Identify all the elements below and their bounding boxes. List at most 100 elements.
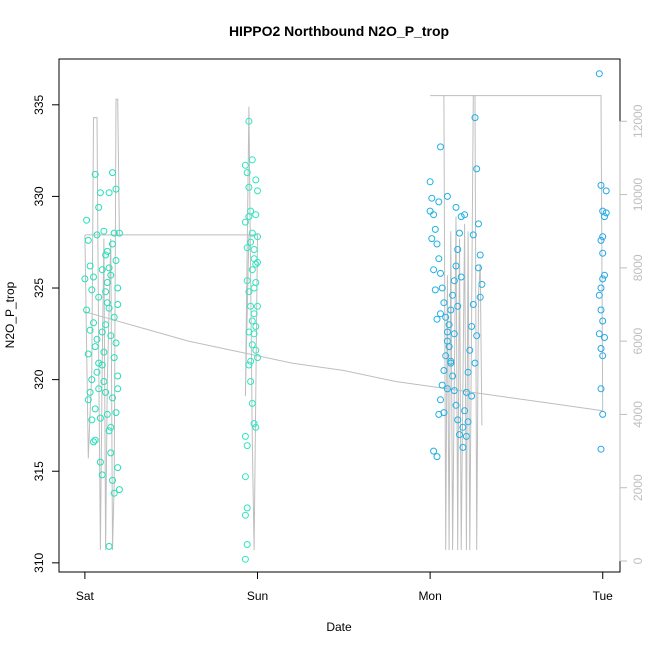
y2-tick-label: 4000 — [631, 401, 645, 428]
data-point — [597, 306, 605, 314]
data-point — [252, 323, 260, 330]
data-point — [443, 192, 451, 200]
data-point — [428, 235, 436, 243]
data-point — [457, 273, 465, 281]
data-point — [601, 334, 608, 341]
data-point — [103, 299, 111, 307]
data-point — [443, 337, 451, 345]
data-point — [599, 249, 607, 257]
data-point — [476, 251, 484, 259]
data-point — [464, 368, 472, 376]
data-point — [243, 442, 251, 450]
data-point — [443, 385, 451, 393]
data-point — [454, 246, 462, 253]
y2-tick-label: 6000 — [631, 327, 645, 354]
data-point — [110, 229, 118, 237]
y-axis: 310 315 320 325 330 335 — [32, 94, 60, 573]
data-point — [241, 218, 249, 226]
data-point — [252, 346, 260, 354]
data-point — [248, 341, 256, 349]
data-point — [597, 284, 605, 292]
data-point — [248, 229, 256, 237]
y-tick-label: 310 — [32, 553, 46, 573]
data-point — [98, 266, 106, 274]
data-point — [98, 328, 106, 336]
data-point — [449, 372, 457, 380]
data-point — [461, 407, 469, 415]
data-point — [433, 240, 441, 248]
data-point — [247, 238, 255, 246]
data-point — [91, 405, 99, 413]
data-point — [250, 310, 258, 318]
data-point — [430, 266, 438, 274]
y2-tick-label: 8000 — [631, 254, 645, 281]
data-point — [109, 240, 116, 248]
data-point — [105, 264, 113, 272]
data-point — [454, 416, 462, 424]
data-point — [473, 165, 481, 173]
data-point — [245, 183, 253, 191]
data-point — [81, 275, 89, 283]
y-tick-label: 325 — [32, 278, 46, 298]
data-point — [462, 432, 470, 440]
x-tick-label: Mon — [418, 589, 441, 603]
y2-tick-label: 2000 — [631, 474, 645, 501]
data-point — [243, 169, 251, 177]
data-point — [245, 213, 253, 221]
data-point — [243, 277, 251, 285]
data-point — [90, 438, 97, 446]
y-tick-label: 335 — [32, 94, 46, 114]
data-point — [252, 423, 260, 431]
data-point — [241, 161, 249, 169]
data-point — [115, 229, 123, 237]
data-point — [464, 418, 472, 426]
data-point — [248, 266, 256, 274]
altitude-line-segment — [443, 95, 604, 411]
data-point — [461, 211, 469, 219]
data-point — [245, 328, 253, 336]
data-point — [449, 291, 457, 299]
data-point — [597, 385, 605, 393]
data-point — [110, 313, 118, 321]
data-point — [437, 396, 444, 404]
data-point — [599, 352, 607, 360]
data-point — [456, 229, 463, 237]
data-point — [602, 187, 610, 195]
data-point — [437, 310, 444, 318]
data-point — [83, 306, 91, 314]
data-point — [426, 207, 434, 215]
data-point — [254, 258, 261, 266]
data-point — [86, 326, 94, 334]
data-point — [241, 432, 249, 440]
data-point — [107, 271, 115, 279]
data-point — [112, 409, 120, 417]
altitude-line-segment — [84, 98, 259, 551]
data-point — [438, 284, 446, 292]
data-point — [597, 236, 605, 244]
data-point — [109, 394, 116, 402]
data-point — [254, 187, 261, 195]
data-point — [95, 385, 103, 393]
data-point — [109, 476, 116, 484]
data-point — [110, 489, 118, 497]
data-point — [243, 504, 251, 512]
data-point — [443, 328, 451, 336]
y-axis-label: N2O_P_trop — [3, 281, 17, 348]
data-point — [248, 399, 256, 407]
data-point — [100, 378, 108, 385]
data-point — [112, 257, 120, 264]
data-point — [456, 431, 463, 439]
x-tick-label: Tue — [593, 589, 614, 603]
data-point — [248, 156, 256, 164]
data-point — [93, 231, 101, 239]
data-point — [105, 189, 113, 197]
data-point — [100, 227, 108, 235]
data-point — [243, 244, 251, 252]
data-point — [597, 345, 605, 352]
data-point — [110, 354, 118, 362]
data-point — [254, 233, 261, 241]
data-point — [450, 387, 458, 395]
data-point — [442, 352, 450, 360]
